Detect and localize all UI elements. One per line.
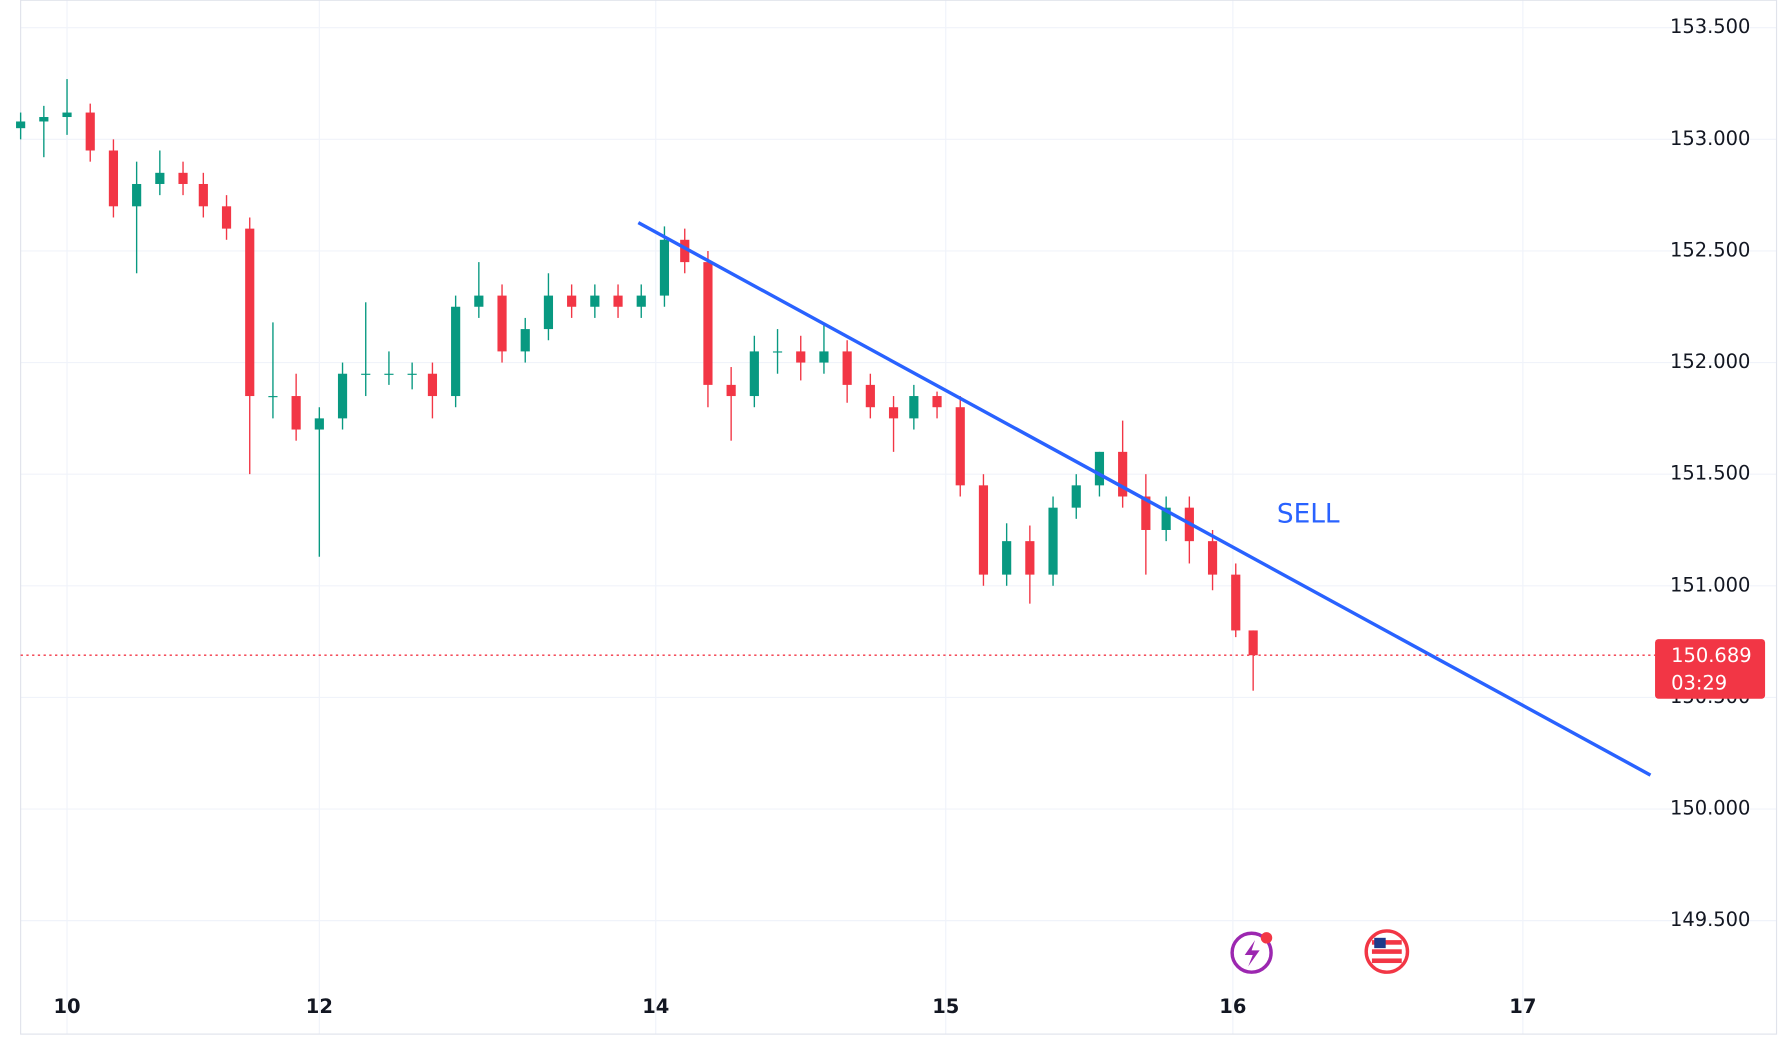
event-icon[interactable]: [1230, 931, 1273, 974]
candle-body: [62, 112, 72, 118]
candle-body: [221, 206, 232, 229]
x-tick-label: 17: [1509, 995, 1536, 1018]
candle-body: [268, 396, 278, 398]
y-tick-label: 153.500: [1670, 15, 1751, 38]
countdown-label: 03:29: [1671, 671, 1727, 694]
x-tick-label: 16: [1219, 995, 1246, 1018]
candle-body: [703, 262, 713, 385]
event-icons[interactable]: [1230, 929, 1410, 974]
candle-body: [543, 295, 554, 330]
candle-body: [909, 396, 919, 419]
candle-body: [361, 373, 371, 375]
candle-body: [772, 351, 783, 353]
candle-body: [1141, 496, 1151, 530]
candle-body: [39, 117, 49, 122]
flag-canton: [1374, 937, 1386, 949]
price-tag: [1655, 639, 1766, 699]
candle-body: [1118, 451, 1128, 497]
candle-body: [1207, 541, 1218, 575]
candle-body: [337, 373, 348, 419]
candle-body: [819, 351, 829, 363]
candle-body: [108, 150, 119, 207]
candle-body: [1231, 574, 1241, 631]
candle-body: [865, 384, 875, 408]
flag-stripe: [1371, 949, 1402, 954]
candle-body: [1002, 541, 1012, 575]
candle-body: [155, 172, 165, 184]
y-tick-label: 151.000: [1670, 573, 1751, 596]
candle-body: [932, 396, 942, 408]
y-tick-label: 153.000: [1670, 127, 1751, 150]
flag-stripe: [1371, 940, 1402, 945]
notification-dot: [1260, 932, 1273, 944]
grid: [20, 0, 1777, 1035]
candle-body: [955, 407, 965, 486]
candle-body: [16, 121, 26, 129]
candle-body: [427, 373, 438, 397]
annotation: SELL: [1277, 499, 1340, 529]
candle-body: [659, 239, 670, 296]
x-tick-label: 12: [306, 995, 333, 1018]
candle-body: [384, 373, 394, 375]
candle-body: [680, 239, 690, 263]
candle-body: [636, 295, 646, 307]
candle-body: [1094, 451, 1105, 486]
candle-body: [749, 351, 759, 397]
candle-body: [1048, 507, 1058, 575]
candle-body: [1248, 630, 1258, 656]
candle-body: [842, 351, 852, 385]
candle-body: [888, 407, 899, 419]
candle-body: [198, 183, 208, 207]
candle-body: [796, 351, 806, 363]
candle-body: [291, 396, 301, 430]
candle-body: [132, 183, 142, 207]
flag-stripe: [1371, 958, 1402, 964]
y-tick-label: 152.500: [1670, 238, 1751, 261]
trendline: [637, 221, 1652, 777]
y-tick-label: 149.500: [1670, 908, 1751, 931]
candle-body: [1161, 507, 1171, 530]
candle-body: [497, 295, 507, 352]
chart-frame: [20, 0, 1778, 1035]
x-tick-label: 14: [642, 995, 669, 1018]
candle-body: [520, 329, 530, 352]
candle-body: [407, 373, 417, 375]
candle-body: [85, 112, 95, 151]
price-tag-label: 150.689: [1671, 644, 1752, 667]
candle-body: [451, 306, 461, 397]
candle-body: [314, 418, 324, 430]
candle-body: [1025, 541, 1035, 575]
candle-body: [245, 228, 255, 397]
candle-body: [978, 485, 989, 575]
x-tick-label: 15: [932, 995, 959, 1018]
candle-body: [590, 295, 600, 307]
candle-body: [567, 295, 577, 307]
y-tick-label: 151.500: [1670, 462, 1751, 485]
candle-body: [1071, 485, 1081, 508]
candle-body: [726, 384, 736, 397]
x-tick-label: 10: [53, 995, 80, 1018]
y-tick-label: 152.000: [1670, 350, 1751, 373]
candle-body: [474, 295, 484, 307]
y-tick-label: 150.000: [1670, 797, 1751, 820]
candle-body: [613, 295, 623, 307]
lightning: [1244, 940, 1260, 967]
candle-body: [178, 172, 188, 184]
